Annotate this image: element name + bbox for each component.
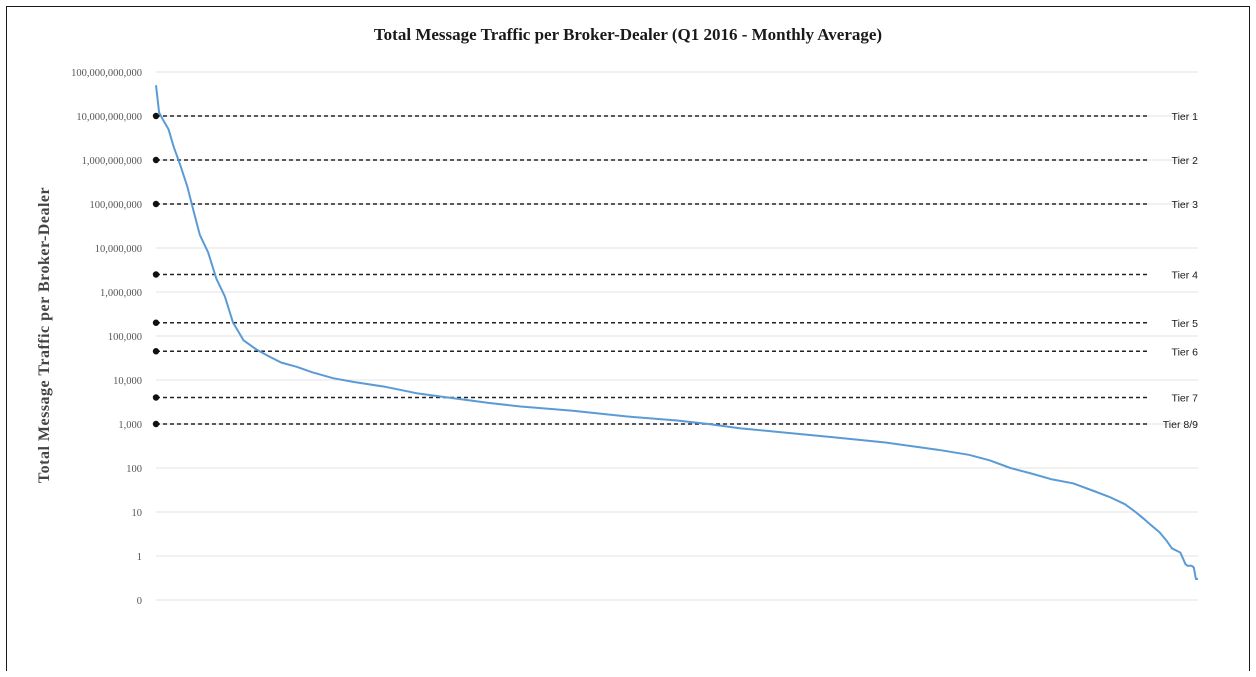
tier-label: Tier 8/9 (1163, 419, 1198, 431)
tier-label: Tier 4 (1172, 269, 1199, 281)
tier-label: Tier 6 (1172, 346, 1199, 358)
tier-marker (152, 420, 160, 428)
y-tick-label: 100,000,000 (90, 200, 143, 211)
chart-title: Total Message Traffic per Broker-Dealer … (374, 25, 882, 44)
y-tick-label: 1,000,000,000 (82, 156, 142, 167)
y-tick-label: 10,000,000 (95, 244, 142, 255)
y-tick-label: 100 (126, 464, 142, 475)
tier-marker (152, 156, 160, 164)
tier-label: Tier 5 (1172, 318, 1199, 330)
tier-label: Tier 1 (1172, 111, 1199, 123)
gridlines (156, 71, 1198, 601)
tier-lines: Tier 1 Tier 2 Tier 3 Tier 4 Tier 5 Tier 6 Tier… (152, 111, 1199, 431)
series-line (155, 85, 1198, 580)
y-tick-label: 1,000 (118, 420, 142, 431)
y-tick-label: 100,000,000,000 (71, 68, 142, 79)
tier-marker (152, 200, 160, 208)
y-tick-label: 1,000,000 (100, 288, 142, 299)
y-tick-label: 10 (132, 508, 143, 519)
tier-label: Tier 7 (1172, 393, 1199, 405)
y-tick-label: 1 (137, 552, 142, 563)
y-tick-labels: 100,000,000,000 10,000,000,000 1,000,000,0… (71, 68, 142, 607)
series-lines (155, 85, 1198, 580)
y-tick-label: 10,000,000,000 (76, 112, 142, 123)
chart-frame (6, 6, 1250, 671)
y-tick-label: 10,000 (113, 376, 142, 387)
y-axis-label: Total Message Traffic per Broker-Dealer (36, 187, 53, 483)
y-tick-label: 0 (137, 596, 142, 607)
tier-label: Tier 2 (1172, 155, 1199, 167)
tier-marker (152, 348, 160, 355)
tier-label: Tier 3 (1172, 199, 1199, 211)
tier-marker (152, 394, 160, 401)
tier-marker (152, 112, 160, 120)
tier-marker (152, 319, 160, 326)
tier-marker (152, 271, 160, 278)
y-tick-label: 100,000 (108, 332, 142, 343)
